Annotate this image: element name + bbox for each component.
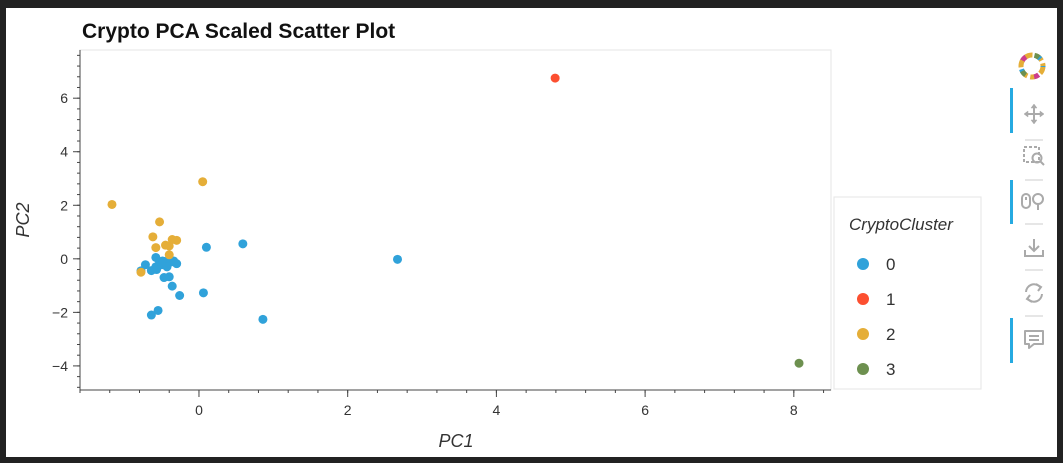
legend-label-3: 3 [886,360,895,379]
reset-icon[interactable] [1025,283,1043,303]
data-point[interactable] [164,241,174,251]
axes: 0 2 4 6 8 −4 −2 0 2 4 6 [52,50,831,418]
data-point[interactable] [393,254,403,264]
hover-icon[interactable] [1024,330,1044,349]
plot-area-border [79,49,832,391]
wheel-zoom-icon[interactable] [1021,193,1044,210]
legend-items: 0 1 2 3 [857,255,895,379]
y-axis-title: PC2 [13,202,33,237]
series-2 [107,177,208,277]
x-axis-title: PC1 [438,431,473,451]
data-point[interactable] [151,243,161,253]
data-point[interactable] [550,73,560,83]
toolbar [1010,52,1046,363]
data-point[interactable] [140,260,150,270]
x-tick-label: 0 [195,402,203,418]
data-point[interactable] [238,239,248,249]
x-tick-label: 8 [790,402,798,418]
legend-box [833,196,982,390]
data-point[interactable] [148,232,158,242]
x-tick-label: 6 [641,402,649,418]
data-point[interactable] [198,177,208,187]
series-1 [550,73,560,83]
y-tick-label: 4 [60,144,68,160]
legend-marker-2 [857,328,869,340]
data-point[interactable] [198,288,208,298]
data-point[interactable] [172,235,182,245]
data-point[interactable] [146,310,156,320]
data-point[interactable] [151,252,161,262]
data-point[interactable] [167,281,177,291]
data-point[interactable] [162,262,172,272]
data-point[interactable] [164,250,174,260]
data-point[interactable] [794,358,804,368]
data-point[interactable] [175,290,185,300]
wheel-zoom-active-indicator [1010,180,1013,224]
legend-marker-1 [857,293,869,305]
pan-icon[interactable] [1023,103,1045,125]
data-point[interactable] [153,305,163,315]
data-point[interactable] [258,314,268,324]
legend-label-1: 1 [886,290,895,309]
data-point[interactable] [164,272,174,282]
data-point[interactable] [155,217,165,227]
x-tick-label: 4 [492,402,500,418]
legend-marker-0 [857,258,869,270]
series-0 [136,239,403,324]
hover-active-indicator [1010,318,1013,363]
legend-label-0: 0 [886,255,895,274]
save-icon[interactable] [1024,239,1044,257]
chart-title: Crypto PCA Scaled Scatter Plot [82,20,395,43]
x-tick-label: 2 [344,402,352,418]
data-point[interactable] [107,199,117,209]
y-tick-label: 6 [60,90,68,106]
legend-title: CryptoCluster [849,215,954,234]
box-zoom-icon[interactable] [1023,146,1045,166]
series-3 [794,358,804,368]
chart-frame: Crypto PCA Scaled Scatter Plot 0 2 4 6 8 −4 −2… [6,8,1057,457]
y-tick-label: −4 [52,358,68,374]
bokeh-logo-icon[interactable] [1018,52,1046,80]
legend: CryptoCluster 0 1 2 3 [833,196,982,390]
y-tick-label: 0 [60,251,68,267]
data-point[interactable] [172,259,182,269]
legend-marker-3 [857,363,869,375]
scatter-plot: Crypto PCA Scaled Scatter Plot 0 2 4 6 8 −4 −2… [13,20,1046,451]
y-tick-label: −2 [52,304,68,320]
pan-active-indicator [1010,88,1013,133]
data-point[interactable] [136,267,146,277]
plot-area[interactable] [107,73,804,368]
legend-label-2: 2 [886,325,895,344]
y-tick-label: 2 [60,197,68,213]
data-point[interactable] [201,242,211,252]
